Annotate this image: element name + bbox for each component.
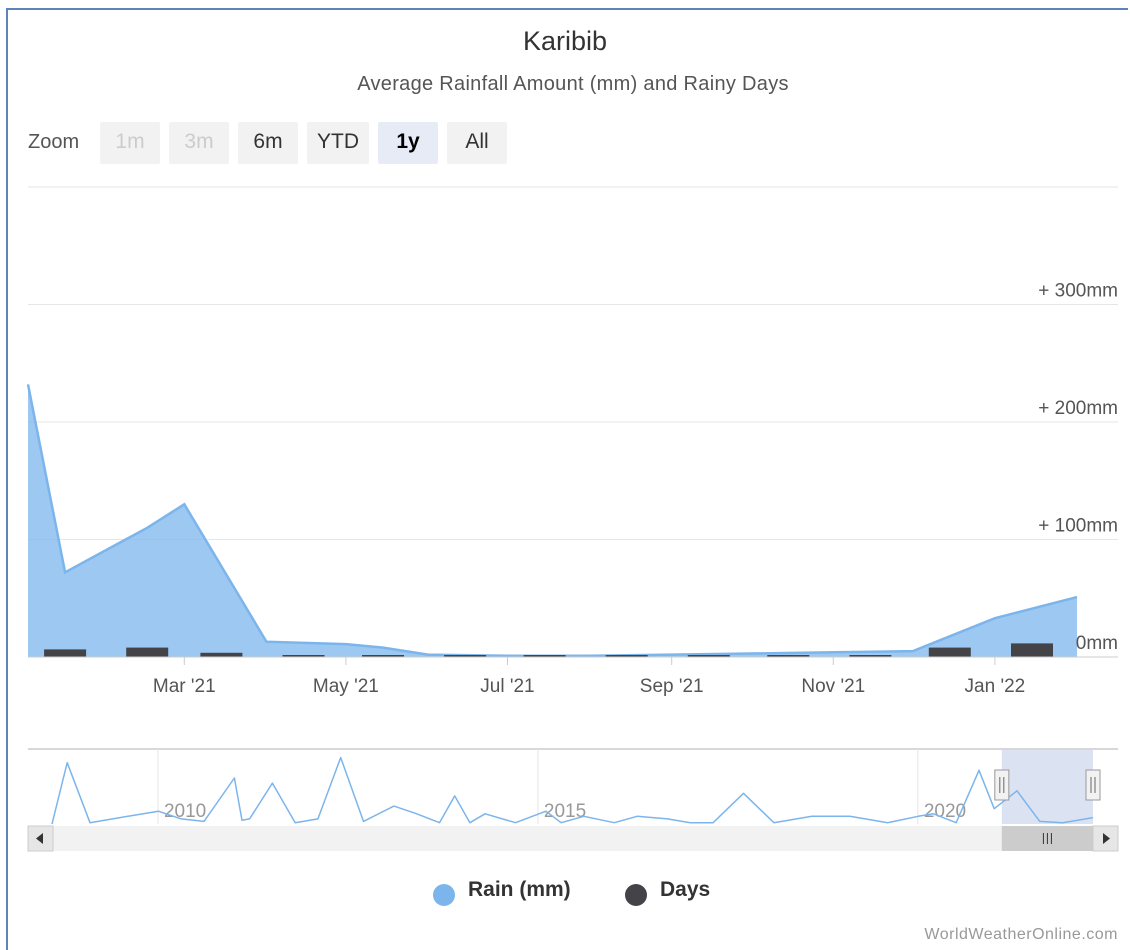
scrollbar-track [28, 826, 1118, 851]
zoom-1m-button[interactable]: 1m [100, 122, 160, 164]
navigator-selection-mask [1001, 749, 1093, 824]
y-tick-label: + 300mm [1038, 281, 1118, 302]
days-bar [523, 655, 566, 657]
x-tick-label: Mar '21 [153, 676, 216, 697]
x-tick-label: Jul '21 [480, 676, 534, 697]
chart-subtitle: Average Rainfall Amount (mm) and Rainy D… [357, 73, 789, 95]
zoom-3m-button[interactable]: 3m [169, 122, 229, 164]
zoom-all-button[interactable]: All [447, 122, 507, 164]
days-bar [126, 647, 169, 657]
legend-days-label[interactable]: Days [660, 878, 711, 901]
zoom-1y-button[interactable]: 1y [378, 122, 438, 164]
zoom-label: Zoom [28, 131, 80, 153]
days-bar [767, 655, 810, 657]
days-bar [444, 655, 487, 657]
y-tick-label: 0mm [1076, 633, 1118, 654]
legend-days-swatch [625, 884, 647, 906]
days-bar [282, 655, 325, 657]
credits-link[interactable]: WorldWeatherOnline.com [924, 926, 1118, 943]
days-bar [849, 655, 892, 657]
chart-frame [6, 8, 1128, 950]
x-tick-label: Jan '22 [965, 676, 1026, 697]
legend-rain-label[interactable]: Rain (mm) [468, 878, 571, 901]
navigator-series-line [51, 756, 1094, 825]
x-tick-label: Sep '21 [640, 676, 704, 697]
navigator-tick-label: 2020 [924, 801, 966, 822]
navigator-left-handle[interactable] [994, 769, 1010, 801]
scroll-left-arrow-icon [36, 833, 43, 844]
days-bar [44, 649, 87, 657]
zoom-6m-button[interactable]: 6m [238, 122, 298, 164]
x-tick-label: Nov '21 [801, 676, 865, 697]
y-tick-label: + 100mm [1038, 516, 1118, 537]
legend-rain-swatch [433, 884, 455, 906]
days-bar [362, 655, 404, 657]
days-bar [200, 652, 243, 658]
y-tick-label: + 200mm [1038, 398, 1118, 419]
rain-area [28, 384, 1077, 657]
days-bar [1011, 643, 1053, 657]
days-bar [687, 655, 730, 657]
scroll-right-arrow-icon [1103, 833, 1110, 844]
navigator-tick-label: 2015 [544, 801, 586, 822]
navigator-right-handle[interactable] [1085, 769, 1101, 801]
days-bar [605, 655, 648, 657]
days-bar [928, 647, 971, 657]
chart-title: Karibib [522, 26, 608, 56]
zoom-ytd-button[interactable]: YTD [307, 122, 369, 164]
x-tick-label: May '21 [313, 676, 379, 697]
